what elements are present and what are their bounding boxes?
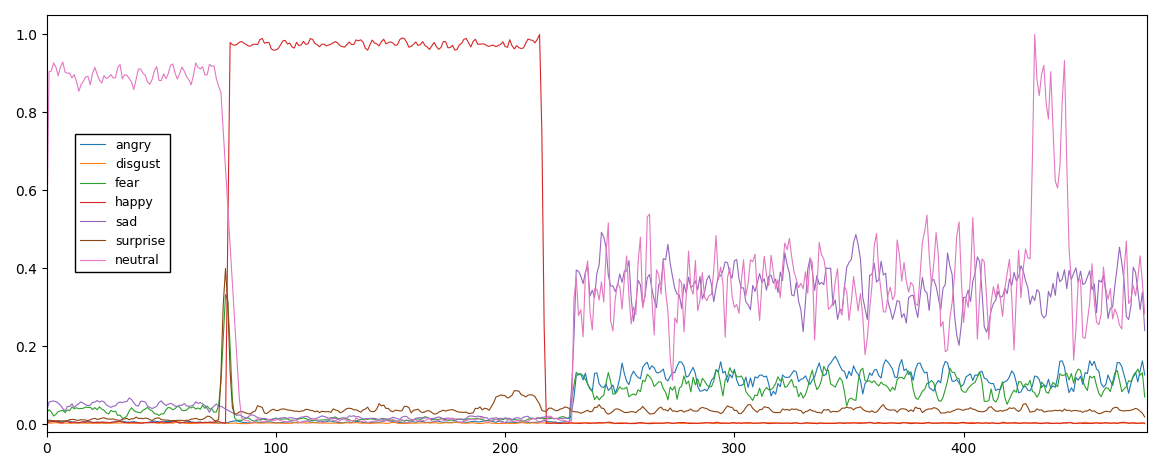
sad — [659, 257, 673, 262]
disgust — [173, 419, 187, 424]
sad — [595, 229, 609, 235]
neutral — [849, 291, 863, 297]
disgust — [1138, 421, 1152, 427]
angry — [829, 353, 842, 359]
Line: sad: sad — [46, 232, 1145, 420]
happy — [709, 420, 723, 425]
surprise — [709, 409, 723, 414]
happy — [503, 37, 517, 42]
neutral — [1041, 116, 1055, 122]
disgust — [383, 420, 397, 426]
neutral — [505, 419, 519, 424]
neutral — [381, 418, 395, 424]
disgust — [505, 421, 519, 426]
fear — [1041, 390, 1055, 396]
happy — [532, 32, 546, 37]
happy — [1039, 420, 1053, 426]
happy — [849, 420, 863, 426]
neutral — [1138, 311, 1152, 317]
angry — [1041, 376, 1055, 382]
disgust — [657, 420, 670, 426]
fear — [508, 417, 522, 422]
sad — [505, 417, 519, 422]
fear — [659, 390, 673, 395]
happy — [1138, 420, 1152, 426]
sad — [852, 242, 866, 248]
angry — [657, 366, 670, 372]
surprise — [505, 392, 519, 398]
fear — [1138, 394, 1152, 400]
fear — [40, 410, 53, 415]
angry — [709, 367, 723, 373]
fear — [711, 369, 725, 375]
fear — [852, 379, 866, 384]
neutral — [709, 233, 723, 238]
angry — [211, 420, 225, 426]
disgust — [709, 421, 723, 426]
disgust — [40, 421, 53, 426]
angry — [1138, 372, 1152, 378]
surprise — [849, 405, 863, 411]
happy — [381, 40, 395, 45]
sad — [265, 417, 279, 423]
neutral — [40, 244, 53, 249]
surprise — [40, 419, 53, 424]
surprise — [657, 407, 670, 413]
sad — [40, 408, 53, 414]
sad — [1041, 289, 1055, 294]
sad — [711, 273, 725, 278]
sad — [1138, 328, 1152, 333]
surprise — [1138, 414, 1152, 420]
angry — [40, 420, 53, 425]
fear — [393, 418, 407, 424]
happy — [40, 421, 53, 427]
fear — [218, 292, 232, 297]
disgust — [1039, 420, 1053, 426]
sad — [383, 415, 397, 421]
Line: disgust: disgust — [46, 422, 1145, 424]
neutral — [400, 420, 414, 426]
angry — [852, 372, 866, 377]
surprise — [1039, 409, 1053, 414]
Line: neutral: neutral — [46, 34, 1145, 423]
happy — [657, 420, 670, 426]
Line: fear: fear — [46, 294, 1145, 421]
Line: angry: angry — [46, 356, 1145, 423]
surprise — [218, 266, 232, 271]
disgust — [849, 420, 863, 426]
angry — [505, 420, 519, 425]
surprise — [383, 408, 397, 414]
Line: happy: happy — [46, 34, 1145, 424]
angry — [383, 418, 397, 424]
Legend: angry, disgust, fear, happy, sad, surprise, neutral: angry, disgust, fear, happy, sad, surpri… — [76, 133, 170, 272]
neutral — [1027, 32, 1041, 37]
neutral — [657, 257, 670, 262]
fear — [383, 417, 397, 423]
Line: surprise: surprise — [46, 268, 1145, 422]
